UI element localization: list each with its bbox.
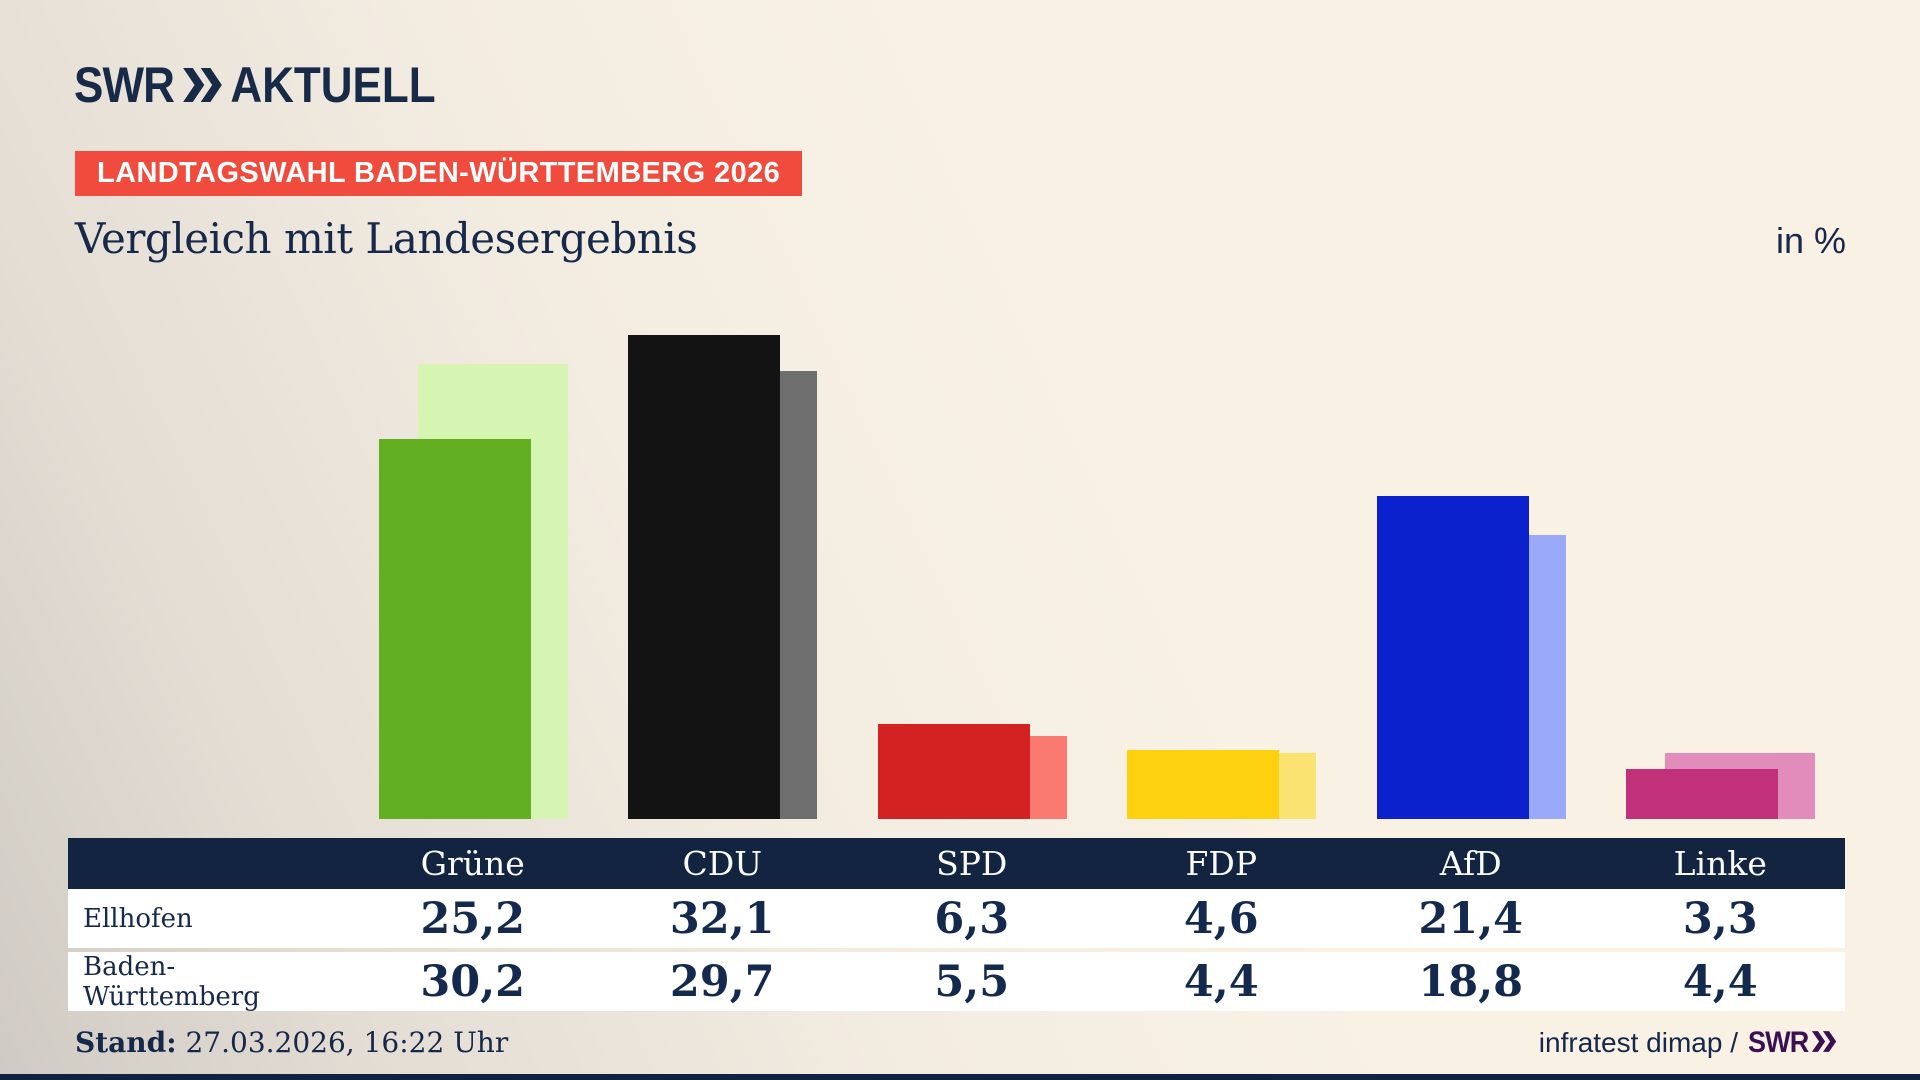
column-header-fdp: FDP	[1185, 844, 1258, 883]
bottom-accent-bar	[0, 1074, 1920, 1080]
double-chevron-icon	[182, 68, 222, 102]
source-credit: infratest dimap / SWR	[1539, 1026, 1846, 1060]
value-baden-wuerttemberg-gruene: 30,2	[420, 957, 526, 1007]
value-ellhofen-fdp: 4,6	[1183, 893, 1259, 944]
value-baden-wuerttemberg-linke: 4,4	[1682, 957, 1758, 1007]
bar-ellhofen-spd	[878, 724, 1030, 819]
stand-timestamp: Stand: 27.03.2026, 16:22 Uhr	[75, 1026, 508, 1059]
column-header-linke: Linke	[1673, 844, 1767, 883]
value-ellhofen-gruene: 25,2	[420, 893, 526, 944]
footer: Stand: 27.03.2026, 16:22 Uhr infratest d…	[75, 1026, 1846, 1060]
election-badge: LANDTAGSWAHL BADEN-WÜRTTEMBERG 2026	[75, 151, 803, 196]
aktuell-logo-text: AKTUELL	[230, 57, 436, 113]
column-header-afd: AfD	[1439, 844, 1502, 883]
column-header-gruene: Grüne	[420, 844, 525, 883]
swr-source-logo-text: SWR	[1748, 1026, 1809, 1059]
value-baden-wuerttemberg-spd: 5,5	[934, 957, 1010, 1007]
value-baden-wuerttemberg-fdp: 4,4	[1183, 957, 1259, 1007]
value-ellhofen-afd: 21,4	[1418, 893, 1524, 944]
value-ellhofen-cdu: 32,1	[669, 893, 775, 944]
bar-ellhofen-cdu	[628, 335, 780, 819]
bar-ellhofen-afd	[1377, 496, 1529, 819]
value-ellhofen-linke: 3,3	[1682, 893, 1758, 944]
source-text: infratest dimap /	[1538, 1027, 1738, 1058]
stand-value: 27.03.2026, 16:22 Uhr	[185, 1026, 509, 1059]
unit-label: in %	[1775, 220, 1846, 261]
value-baden-wuerttemberg-cdu: 29,7	[669, 957, 775, 1007]
column-header-spd: SPD	[936, 844, 1008, 883]
bar-chart	[68, 270, 1845, 819]
bar-ellhofen-gruene	[379, 439, 531, 819]
swr-logo-text: SWR	[74, 57, 175, 113]
swr-source-logo: SWR	[1748, 1026, 1837, 1060]
double-chevron-icon	[1811, 1027, 1837, 1059]
table-header-row: Grüne CDU SPD FDP AfD Linke	[68, 838, 1845, 889]
table-row-ellhofen: Ellhofen 25,2 32,1 6,3 4,6 21,4 3,3	[68, 889, 1845, 948]
results-table: Grüne CDU SPD FDP AfD Linke Ellhofen 25,2 32,1 6…	[68, 838, 1845, 1012]
swr-aktuell-logo: SWR AKTUELL	[74, 56, 436, 114]
stand-label: Stand:	[75, 1026, 177, 1059]
value-baden-wuerttemberg-afd: 18,8	[1418, 957, 1524, 1007]
bar-ellhofen-linke	[1626, 769, 1778, 819]
value-ellhofen-spd: 6,3	[934, 893, 1010, 944]
row-label-ellhofen: Ellhofen	[83, 903, 193, 934]
page-title: Vergleich mit Landesergebnis	[75, 214, 698, 263]
table-row-baden-wuerttemberg: Baden-Württemberg 30,2 29,7 5,5 4,4 18,8 4,4	[68, 952, 1845, 1012]
title-row: Vergleich mit Landesergebnis in %	[75, 214, 1846, 263]
bar-ellhofen-fdp	[1127, 750, 1279, 819]
column-header-cdu: CDU	[682, 844, 763, 883]
row-label-baden-wuerttemberg: Baden-Württemberg	[83, 952, 260, 1012]
